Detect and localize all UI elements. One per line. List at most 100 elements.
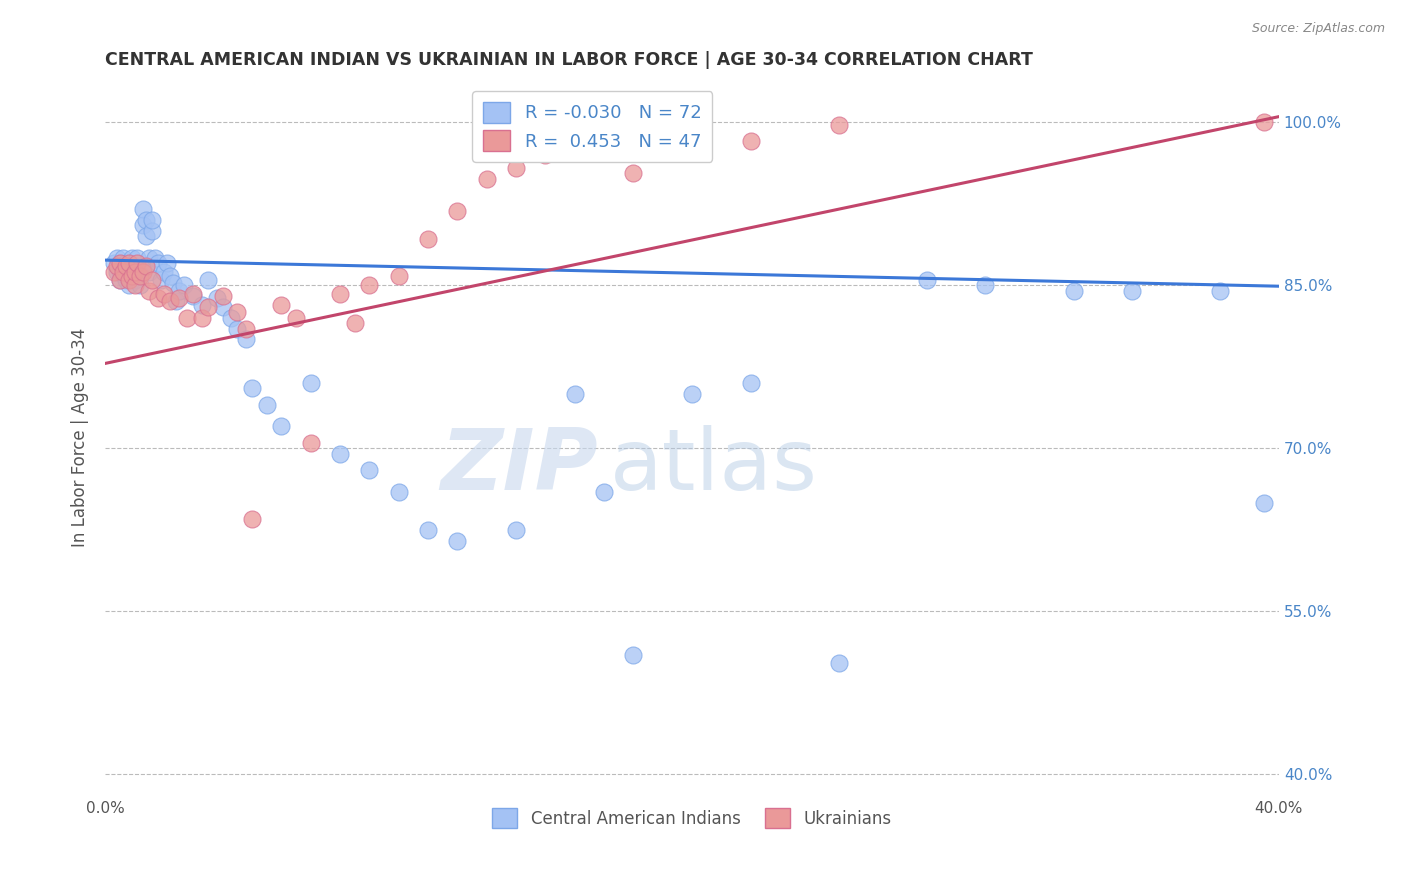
Point [105,259,128,273]
Point [135,229,157,244]
Point [828,657,851,671]
Point [235,333,257,347]
Point [135,259,157,273]
Point [108,256,131,270]
Point [141,224,163,238]
Point [299,435,322,450]
Point [121,251,143,265]
Point [141,273,163,287]
Text: atlas: atlas [610,425,818,508]
Point [475,171,498,186]
Point [108,256,131,270]
Point [211,289,233,303]
Text: ZIP: ZIP [440,425,598,508]
Point [1253,495,1275,509]
Point [388,269,411,284]
Point [124,278,146,293]
Point [165,294,187,309]
Point [127,269,149,284]
Point [505,161,527,175]
Point [159,269,181,284]
Point [127,256,149,270]
Point [221,310,243,325]
Point [114,256,136,270]
Point [114,273,136,287]
Point [111,251,134,265]
Point [121,259,143,273]
Point [103,256,125,270]
Point [299,376,322,390]
Point [167,291,190,305]
Point [159,294,181,309]
Point [162,276,184,290]
Point [343,316,366,330]
Point [235,321,257,335]
Point [118,273,141,287]
Point [149,273,172,287]
Point [127,251,149,265]
Point [118,264,141,278]
Point [191,310,214,325]
Point [103,265,125,279]
Point [129,269,152,284]
Point [256,398,278,412]
Point [135,213,157,227]
Point [1209,284,1232,298]
Point [114,265,136,279]
Point [205,291,228,305]
Point [124,265,146,279]
Point [111,267,134,281]
Point [181,289,204,303]
Point [1253,115,1275,129]
Point [621,648,644,662]
Point [329,286,352,301]
Point [240,381,263,395]
Point [132,202,155,216]
Point [681,145,703,159]
Point [105,251,128,265]
Point [593,484,616,499]
Point [105,265,128,279]
Point [129,267,152,281]
Point [118,256,141,270]
Point [108,273,131,287]
Point [121,269,143,284]
Point [197,273,219,287]
Point [197,300,219,314]
Point [270,298,292,312]
Point [111,265,134,279]
Point [146,291,169,305]
Point [138,251,160,265]
Point [173,278,195,293]
Point [181,286,204,301]
Text: Source: ZipAtlas.com: Source: ZipAtlas.com [1251,22,1385,36]
Point [108,264,131,278]
Point [111,260,134,274]
Point [153,286,176,301]
Point [240,512,263,526]
Point [129,278,152,293]
Point [108,273,131,287]
Point [388,484,411,499]
Point [1063,284,1085,298]
Point [564,136,586,151]
Point [740,134,762,148]
Point [156,256,179,270]
Point [416,523,439,537]
Point [176,310,198,325]
Point [132,219,155,233]
Point [446,204,468,219]
Point [124,265,146,279]
Point [359,278,381,293]
Point [191,298,214,312]
Point [621,166,644,180]
Y-axis label: In Labor Force | Age 30-34: In Labor Force | Age 30-34 [72,327,89,547]
Point [446,533,468,548]
Legend: Central American Indians, Ukrainians: Central American Indians, Ukrainians [485,802,898,834]
Point [124,259,146,273]
Point [138,265,160,279]
Point [118,270,141,285]
Point [329,447,352,461]
Point [124,273,146,287]
Point [114,259,136,273]
